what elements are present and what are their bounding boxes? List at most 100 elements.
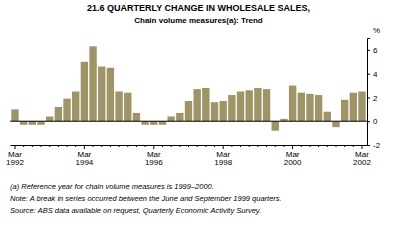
x-tick-mark bbox=[292, 145, 293, 149]
x-tick bbox=[205, 145, 206, 147]
bar bbox=[141, 121, 148, 125]
x-tick bbox=[171, 145, 172, 147]
zero-line bbox=[10, 121, 367, 122]
x-tick bbox=[58, 145, 59, 147]
y-tick-label: 6 bbox=[373, 46, 378, 55]
x-tick bbox=[344, 145, 345, 147]
y-tick-label: 2 bbox=[373, 94, 378, 103]
x-tick bbox=[327, 145, 328, 147]
bar bbox=[237, 92, 244, 122]
x-tick: Mar1998 bbox=[214, 145, 232, 167]
x-tick bbox=[283, 145, 284, 147]
x-tick bbox=[119, 145, 120, 147]
x-tick bbox=[23, 145, 24, 147]
y-tick-mark bbox=[367, 121, 370, 122]
x-tick bbox=[266, 145, 267, 147]
x-tick-label-line: 1992 bbox=[6, 158, 24, 167]
x-tick bbox=[101, 145, 102, 147]
bar bbox=[11, 109, 18, 121]
x-tick-mark bbox=[119, 145, 120, 147]
bar bbox=[72, 92, 79, 122]
x-tick-mark bbox=[301, 145, 302, 147]
x-tick bbox=[110, 145, 111, 147]
x-tick: Mar1994 bbox=[75, 145, 93, 167]
x-tick bbox=[197, 145, 198, 147]
x-tick-mark bbox=[179, 145, 180, 147]
bar bbox=[350, 93, 357, 122]
bar bbox=[124, 93, 131, 122]
x-tick-mark bbox=[283, 145, 284, 147]
bar bbox=[211, 102, 218, 121]
x-tick-label-line: Mar bbox=[355, 150, 369, 159]
x-tick-label: Mar2000 bbox=[284, 150, 302, 168]
x-tick-label: Mar1998 bbox=[214, 150, 232, 168]
x-tick-label-line: 2000 bbox=[284, 158, 302, 167]
y-tick: 6 bbox=[367, 46, 378, 55]
x-tick-mark bbox=[127, 145, 128, 147]
bar bbox=[289, 86, 296, 122]
chart: 21.6 QUARTERLY CHANGE IN WHOLESALE SALES… bbox=[0, 0, 397, 227]
x-tick bbox=[353, 145, 354, 147]
bar bbox=[107, 68, 114, 122]
x-tick-mark bbox=[362, 145, 363, 149]
x-tick-mark bbox=[145, 145, 146, 147]
x-tick-mark bbox=[75, 145, 76, 147]
bar bbox=[332, 121, 339, 127]
y-axis-line bbox=[368, 39, 371, 146]
footnote: (a) Reference year for chain volume meas… bbox=[10, 182, 214, 191]
x-tick-mark bbox=[335, 145, 336, 147]
bar bbox=[324, 112, 331, 122]
x-axis-line bbox=[11, 145, 368, 146]
x-tick-mark bbox=[205, 145, 206, 147]
x-tick-mark bbox=[223, 145, 224, 149]
bar bbox=[55, 107, 62, 121]
x-tick-mark bbox=[14, 145, 15, 149]
x-tick-mark bbox=[188, 145, 189, 147]
footnote: Note: A break in series occurred between… bbox=[10, 194, 282, 203]
title: 21.6 QUARTERLY CHANGE IN WHOLESALE SALES… bbox=[87, 3, 310, 13]
y-tick-mark bbox=[367, 74, 370, 75]
bar bbox=[254, 88, 261, 121]
y-tick-mark bbox=[367, 145, 370, 146]
x-tick bbox=[309, 145, 310, 147]
x-tick-mark bbox=[257, 145, 258, 147]
subtitle: Chain volume measures(a): Trend bbox=[134, 16, 263, 25]
x-tick bbox=[318, 145, 319, 147]
y-tick: 0 bbox=[367, 117, 378, 126]
x-tick-mark bbox=[344, 145, 345, 147]
x-tick-mark bbox=[32, 145, 33, 147]
x-tick-mark bbox=[110, 145, 111, 147]
bar bbox=[176, 113, 183, 121]
x-tick bbox=[240, 145, 241, 147]
x-tick-mark bbox=[171, 145, 172, 147]
bar bbox=[81, 62, 88, 121]
background bbox=[0, 0, 397, 227]
x-tick bbox=[93, 145, 94, 147]
bar bbox=[193, 89, 200, 121]
x-tick-mark bbox=[275, 145, 276, 147]
x-tick bbox=[249, 145, 250, 147]
x-tick: Mar1996 bbox=[145, 145, 163, 167]
y-axis-label: % bbox=[373, 26, 380, 35]
bar bbox=[246, 90, 253, 121]
bar bbox=[185, 101, 192, 121]
x-tick-mark bbox=[353, 145, 354, 147]
x-tick: Mar1992 bbox=[6, 145, 24, 167]
x-axis: Mar1992Mar1994Mar1996Mar1998Mar2000Mar20… bbox=[6, 145, 371, 167]
x-tick-label: Mar2002 bbox=[353, 150, 371, 168]
footnote: Source: ABS data available on request, Q… bbox=[10, 206, 261, 215]
x-tick-mark bbox=[249, 145, 250, 147]
x-tick-label-line: Mar bbox=[8, 150, 22, 159]
x-tick bbox=[41, 145, 42, 147]
bar bbox=[159, 121, 166, 125]
x-tick-mark bbox=[162, 145, 163, 147]
x-tick-mark bbox=[266, 145, 267, 147]
x-tick-label: Mar1996 bbox=[145, 150, 163, 168]
x-tick bbox=[179, 145, 180, 147]
x-tick bbox=[32, 145, 33, 147]
x-tick-mark bbox=[214, 145, 215, 147]
x-tick: Mar2002 bbox=[353, 145, 371, 167]
x-tick-label: Mar1992 bbox=[6, 150, 24, 168]
x-tick-mark bbox=[231, 145, 232, 147]
bar bbox=[46, 116, 53, 121]
